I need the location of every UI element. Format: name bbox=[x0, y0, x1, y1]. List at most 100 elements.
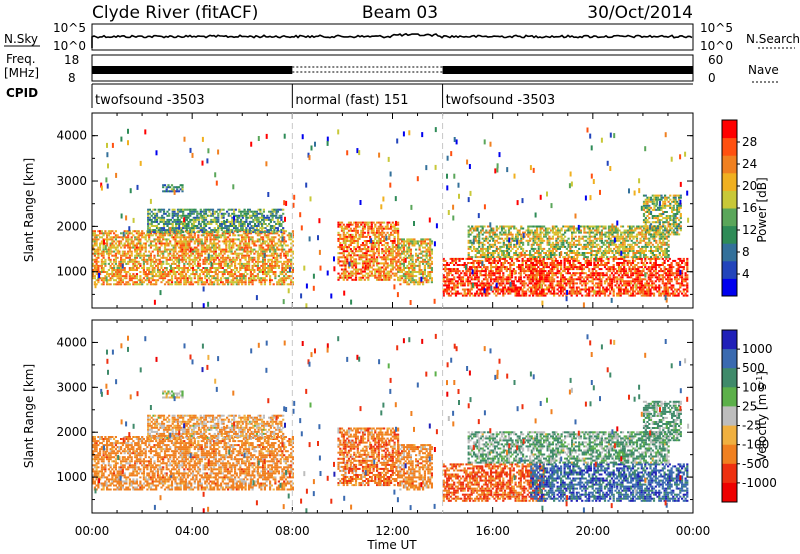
heatmap-cell bbox=[454, 294, 458, 297]
heatmap-cell bbox=[142, 258, 145, 261]
heatmap-cell bbox=[367, 262, 370, 265]
heatmap-cell bbox=[148, 273, 151, 276]
heatmap-cell bbox=[411, 273, 414, 276]
heatmap-cell bbox=[148, 208, 151, 211]
heatmap-cell bbox=[467, 257, 470, 260]
heatmap-cell bbox=[230, 271, 233, 273]
heatmap-cell bbox=[159, 231, 162, 234]
heatmap-cell bbox=[257, 229, 260, 232]
heatmap-cell bbox=[486, 294, 489, 297]
heatmap-cell bbox=[262, 227, 265, 230]
heatmap-cell bbox=[493, 257, 496, 260]
heatmap-cell bbox=[502, 276, 505, 279]
heatmap-cell bbox=[270, 279, 273, 282]
heatmap-cell bbox=[496, 268, 500, 271]
heatmap-cell bbox=[393, 266, 396, 269]
heatmap-cell bbox=[177, 269, 181, 271]
heatmap-cell bbox=[146, 258, 149, 261]
heatmap-cell bbox=[135, 236, 138, 239]
heatmap-cell bbox=[214, 256, 217, 259]
heatmap-cell bbox=[181, 190, 184, 193]
heatmap-cell bbox=[496, 276, 500, 279]
heatmap-cell bbox=[340, 227, 344, 230]
heatmap-cell bbox=[577, 292, 580, 295]
heatmap-cell bbox=[220, 271, 223, 273]
heatmap-cell bbox=[265, 279, 268, 282]
heatmap-cell bbox=[135, 244, 138, 247]
heatmap-cell bbox=[167, 238, 170, 241]
heatmap-cell bbox=[276, 281, 279, 284]
heatmap-cell bbox=[339, 233, 342, 236]
heatmap-cell bbox=[192, 227, 195, 230]
heatmap-cell bbox=[151, 267, 154, 269]
heatmap-cell bbox=[542, 272, 545, 275]
heatmap-cell bbox=[390, 260, 393, 263]
heatmap-cell bbox=[619, 266, 622, 269]
heatmap-cell bbox=[477, 294, 480, 297]
heatmap-cell bbox=[281, 267, 284, 269]
heatmap-cell bbox=[263, 277, 266, 280]
heatmap-cell bbox=[584, 272, 587, 275]
heatmap-cell bbox=[274, 271, 277, 273]
heatmap-cell bbox=[542, 288, 545, 291]
heatmap-cell bbox=[430, 277, 433, 280]
heatmap-cell bbox=[216, 269, 219, 271]
heatmap-cell bbox=[406, 281, 409, 284]
heatmap-cell bbox=[269, 267, 272, 269]
heatmap-cell bbox=[165, 267, 168, 269]
heatmap-cell bbox=[127, 240, 130, 243]
heatmap-cell bbox=[152, 216, 155, 219]
heatmap-cell bbox=[430, 269, 433, 271]
heatmap-cell bbox=[572, 284, 575, 287]
heatmap-cell bbox=[540, 272, 543, 275]
heatmap-cell bbox=[155, 225, 159, 227]
heatmap-cell bbox=[358, 248, 361, 251]
heatmap-cell bbox=[596, 284, 599, 287]
heatmap-cell bbox=[184, 240, 188, 243]
heatmap-cell bbox=[429, 277, 432, 280]
heatmap-cell bbox=[109, 244, 112, 247]
heatmap-cell bbox=[162, 238, 165, 241]
heatmap-cell bbox=[248, 242, 251, 245]
heatmap-cell bbox=[429, 238, 432, 241]
heatmap-cell bbox=[169, 273, 172, 276]
heatmap-cell bbox=[207, 232, 210, 235]
heatmap-cell bbox=[374, 225, 377, 228]
heatmap-cell bbox=[230, 258, 233, 261]
heatmap-cell bbox=[196, 227, 199, 230]
heatmap-cell bbox=[249, 238, 252, 241]
heatmap-cell bbox=[137, 254, 140, 257]
heatmap-cell bbox=[556, 272, 559, 275]
heatmap-cell bbox=[183, 269, 186, 271]
heatmap-cell bbox=[260, 264, 263, 267]
heatmap-cell bbox=[339, 260, 342, 263]
heatmap-cell bbox=[346, 262, 349, 265]
heatmap-cell bbox=[265, 240, 268, 243]
heatmap-cell bbox=[214, 269, 217, 271]
heatmap-cell bbox=[204, 212, 208, 215]
heatmap-cell bbox=[267, 271, 270, 273]
heatmap-cell bbox=[612, 259, 615, 262]
heatmap-cell bbox=[149, 264, 152, 267]
heatmap-cell bbox=[413, 238, 416, 241]
heatmap-cell bbox=[141, 236, 144, 239]
heatmap-cell bbox=[488, 272, 491, 275]
power-heatmap bbox=[92, 127, 690, 308]
heatmap-cell bbox=[581, 272, 584, 275]
heatmap-cell bbox=[137, 230, 140, 233]
heatmap-cell bbox=[558, 284, 561, 287]
heatmap-cell bbox=[243, 223, 246, 225]
heatmap-cell bbox=[570, 292, 573, 295]
heatmap-cell bbox=[372, 264, 375, 267]
heatmap-cell bbox=[461, 278, 465, 281]
heatmap-cell bbox=[200, 238, 203, 241]
heatmap-cell bbox=[456, 282, 459, 285]
heatmap-cell bbox=[155, 212, 159, 215]
heatmap-cell bbox=[372, 221, 375, 224]
heatmap-cell bbox=[154, 216, 157, 219]
heatmap-cell bbox=[495, 264, 498, 266]
heatmap-cell bbox=[195, 256, 198, 259]
heatmap-cell bbox=[261, 212, 264, 215]
heatmap-cell bbox=[377, 237, 380, 240]
heatmap-cell bbox=[200, 279, 203, 282]
